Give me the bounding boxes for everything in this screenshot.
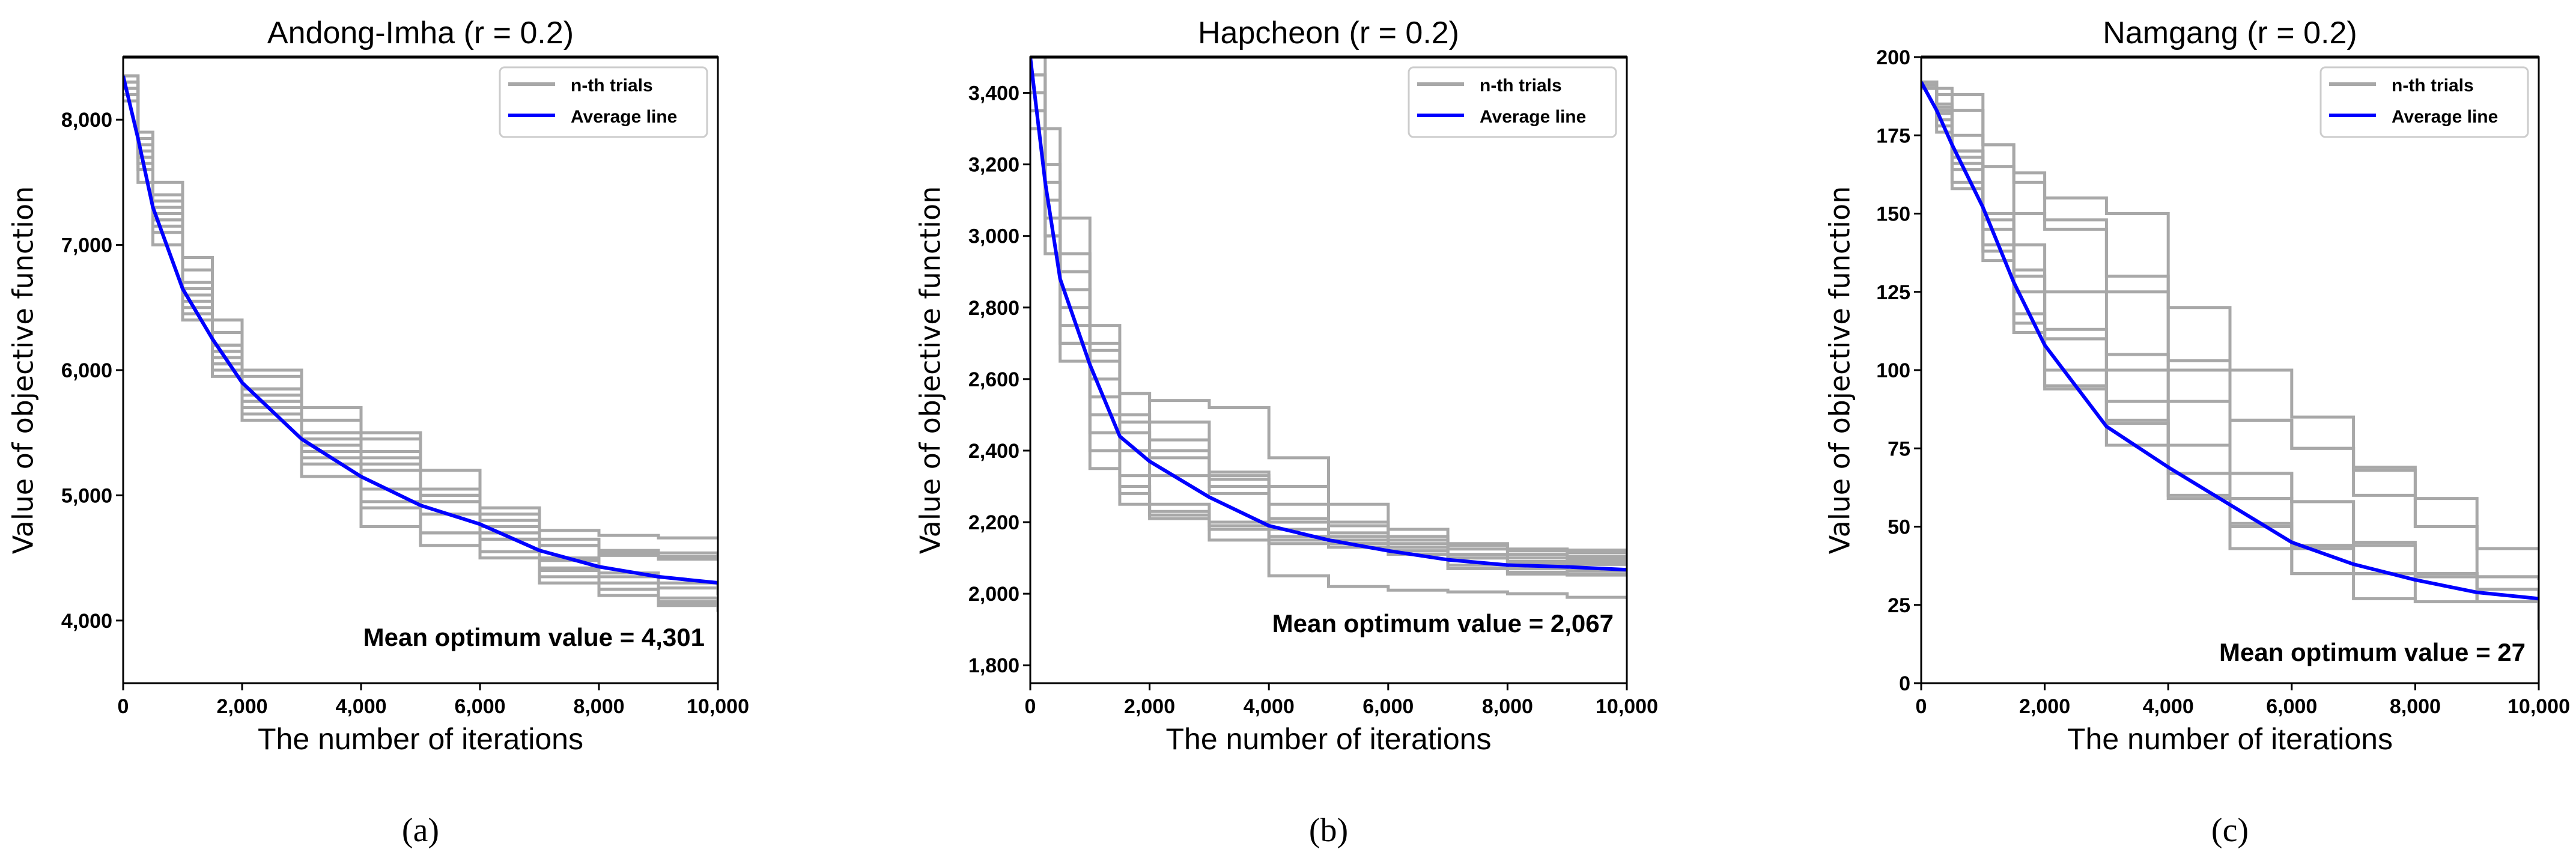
trial-line-10 bbox=[1921, 84, 2539, 630]
panel-label: (b) bbox=[1309, 812, 1348, 849]
x-axis-label: The number of iterations bbox=[1166, 722, 1492, 756]
trial-line-2 bbox=[1921, 81, 2539, 550]
x-tick-label: 2,000 bbox=[2019, 695, 2070, 718]
trial-line-3 bbox=[1921, 87, 2539, 579]
mean-optimum-annotation: Mean optimum value = 27 bbox=[2219, 638, 2526, 666]
y-axis-label: Value of objective function bbox=[1824, 186, 1856, 555]
plot-area bbox=[1030, 57, 1627, 600]
y-tick-label: 125 bbox=[1876, 281, 1910, 304]
mean-optimum-annotation: Mean optimum value = 4,301 bbox=[363, 623, 705, 651]
average-line bbox=[1921, 81, 2539, 601]
y-tick-label: 2,200 bbox=[968, 511, 1019, 534]
y-tick-label: 150 bbox=[1876, 203, 1910, 226]
legend-average-label: Average line bbox=[1480, 107, 1586, 127]
x-tick-label: 4,000 bbox=[1244, 695, 1295, 718]
x-tick-label: 10,000 bbox=[2508, 695, 2570, 718]
y-tick-label: 50 bbox=[1888, 516, 1910, 539]
x-tick-label: 6,000 bbox=[2266, 695, 2317, 718]
y-tick-label: 2,800 bbox=[968, 297, 1019, 320]
y-tick-label: 175 bbox=[1876, 124, 1910, 147]
legend: n-th trials Average line bbox=[499, 66, 708, 138]
x-tick-label: 4,000 bbox=[335, 695, 386, 718]
plot-area bbox=[123, 74, 718, 612]
y-tick-label: 0 bbox=[1899, 672, 1910, 695]
y-axis-label: Value of objective function bbox=[7, 186, 40, 555]
x-tick-label: 2,000 bbox=[1124, 695, 1175, 718]
chart-title: Andong-Imha (r = 0.2) bbox=[267, 16, 574, 50]
panel-label: (a) bbox=[402, 812, 439, 849]
x-tick-label: 8,000 bbox=[1482, 695, 1533, 718]
mean-optimum-annotation: Mean optimum value = 2,067 bbox=[1272, 609, 1614, 637]
average-line bbox=[1030, 57, 1627, 572]
plot-area bbox=[1921, 81, 2539, 630]
trial-line-10 bbox=[123, 93, 718, 596]
chart-panel-1: Hapcheon (r = 0.2) 0 2,000 4,000 6,000 8,000 1… bbox=[914, 16, 1659, 849]
y-tick-label: 7,000 bbox=[61, 234, 112, 257]
x-tick-label: 2,000 bbox=[216, 695, 267, 718]
x-tick-label: 6,000 bbox=[454, 695, 505, 718]
y-tick-label: 25 bbox=[1888, 594, 1910, 617]
x-axis-label: The number of iterations bbox=[258, 722, 583, 756]
y-tick-label: 2,600 bbox=[968, 368, 1019, 391]
y-tick-label: 3,000 bbox=[968, 225, 1019, 248]
trial-line-10 bbox=[1030, 109, 1627, 600]
x-tick-label: 10,000 bbox=[687, 695, 749, 718]
legend-trial-label: n-th trials bbox=[2392, 76, 2474, 96]
y-tick-label: 3,400 bbox=[968, 82, 1019, 105]
panel-label: (c) bbox=[2211, 812, 2249, 849]
y-tick-label: 4,000 bbox=[61, 610, 112, 633]
x-tick-label: 6,000 bbox=[1362, 695, 1414, 718]
y-tick-label: 6,000 bbox=[61, 359, 112, 382]
y-axis-label: Value of objective function bbox=[914, 186, 947, 555]
chart-title: Namgang (r = 0.2) bbox=[2103, 16, 2357, 50]
chart-panel-0: Andong-Imha (r = 0.2) 0 2,000 4,000 6,000 8,0… bbox=[7, 16, 750, 849]
trial-line-1 bbox=[1921, 81, 2539, 550]
legend-trial-label: n-th trials bbox=[1480, 76, 1562, 96]
y-tick-label: 1,800 bbox=[968, 654, 1019, 677]
y-tick-label: 3,200 bbox=[968, 154, 1019, 177]
legend: n-th trials Average line bbox=[1408, 66, 1617, 138]
x-tick-label: 8,000 bbox=[573, 695, 624, 718]
trial-line-9 bbox=[1030, 127, 1627, 577]
trial-line-4 bbox=[123, 81, 718, 561]
x-tick-label: 10,000 bbox=[1596, 695, 1658, 718]
x-axis-label: The number of iterations bbox=[2067, 722, 2393, 756]
y-tick-label: 100 bbox=[1876, 359, 1910, 382]
x-tick-label: 0 bbox=[118, 695, 129, 718]
chart-panel-2: Namgang (r = 0.2) 0 2,000 4,000 6,000 8,000 10… bbox=[1824, 16, 2571, 849]
legend-average-label: Average line bbox=[2392, 107, 2498, 127]
average-line bbox=[123, 75, 718, 585]
y-tick-label: 8,000 bbox=[61, 109, 112, 132]
x-tick-label: 0 bbox=[1916, 695, 1927, 718]
y-tick-label: 2,400 bbox=[968, 440, 1019, 463]
legend: n-th trials Average line bbox=[2319, 66, 2529, 138]
y-tick-label: 75 bbox=[1888, 437, 1910, 460]
y-tick-label: 200 bbox=[1876, 46, 1910, 69]
chart-title: Hapcheon (r = 0.2) bbox=[1198, 16, 1459, 50]
x-tick-label: 4,000 bbox=[2143, 695, 2194, 718]
x-tick-label: 8,000 bbox=[2390, 695, 2441, 718]
legend-average-label: Average line bbox=[571, 107, 677, 127]
y-tick-label: 2,000 bbox=[968, 583, 1019, 606]
legend-trial-label: n-th trials bbox=[571, 76, 653, 96]
x-tick-label: 0 bbox=[1025, 695, 1036, 718]
y-tick-label: 5,000 bbox=[61, 484, 112, 507]
